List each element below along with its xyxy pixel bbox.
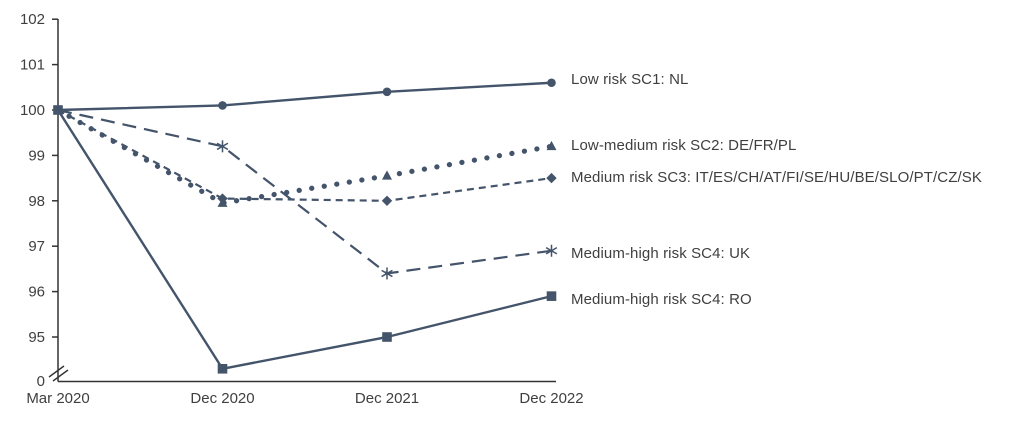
series-label-medium-high-risk-sc4-uk: Medium-high risk SC4: UK	[571, 245, 751, 262]
y-axis-tick-label: 102	[20, 11, 45, 28]
square-marker	[546, 291, 557, 301]
y-axis-tick-label: 97	[28, 238, 45, 255]
x-axis-tick-label: Mar 2020	[26, 390, 89, 407]
series-label-medium-risk-sc3: Medium risk SC3: IT/ES/CH/AT/FI/SE/HU/BE…	[571, 169, 982, 186]
y-axis-tick-label: 101	[20, 57, 45, 74]
y-axis-tick-label: 99	[28, 147, 45, 164]
series-line-2	[57, 109, 552, 202]
x-axis-tick-label: Dec 2021	[355, 390, 419, 407]
asterisk-marker	[545, 246, 558, 255]
series-label-low-medium-risk-sc2: Low-medium risk SC2: DE/FR/PL	[571, 137, 797, 154]
diamond-marker	[546, 172, 557, 184]
x-axis-tick-label: Dec 2020	[190, 390, 254, 407]
axis-break-symbol	[52, 369, 69, 382]
series-line-4	[56, 109, 552, 370]
y-axis-tick-label: 96	[28, 284, 45, 301]
y-axis-zero-label: 0	[37, 373, 45, 390]
asterisk-marker	[381, 269, 393, 278]
triangle-marker	[546, 140, 557, 151]
series-line-0	[57, 81, 552, 112]
y-axis-tick-label: 100	[20, 102, 45, 119]
axis-break-symbol	[48, 365, 65, 378]
circle-marker	[547, 78, 556, 88]
y-axis-tick-label: 98	[28, 193, 45, 210]
asterisk-marker	[216, 142, 229, 151]
y-axis-tick-label: 95	[28, 329, 45, 346]
diamond-marker	[381, 195, 393, 206]
circle-marker	[382, 87, 392, 97]
square-marker	[217, 363, 228, 374]
series-line-3	[57, 108, 552, 275]
series-label-low-risk-sc1-nl: Low risk SC1: NL	[571, 71, 689, 88]
triangle-marker	[217, 197, 228, 207]
series-line-1	[55, 107, 555, 206]
square-marker	[53, 105, 63, 115]
triangle-marker	[382, 170, 392, 180]
series-label-medium-high-risk-sc4-ro: Medium-high risk SC4: RO	[571, 291, 752, 308]
square-marker	[382, 332, 392, 342]
circle-marker	[218, 101, 227, 110]
x-axis-tick-label: Dec 2022	[519, 390, 583, 407]
